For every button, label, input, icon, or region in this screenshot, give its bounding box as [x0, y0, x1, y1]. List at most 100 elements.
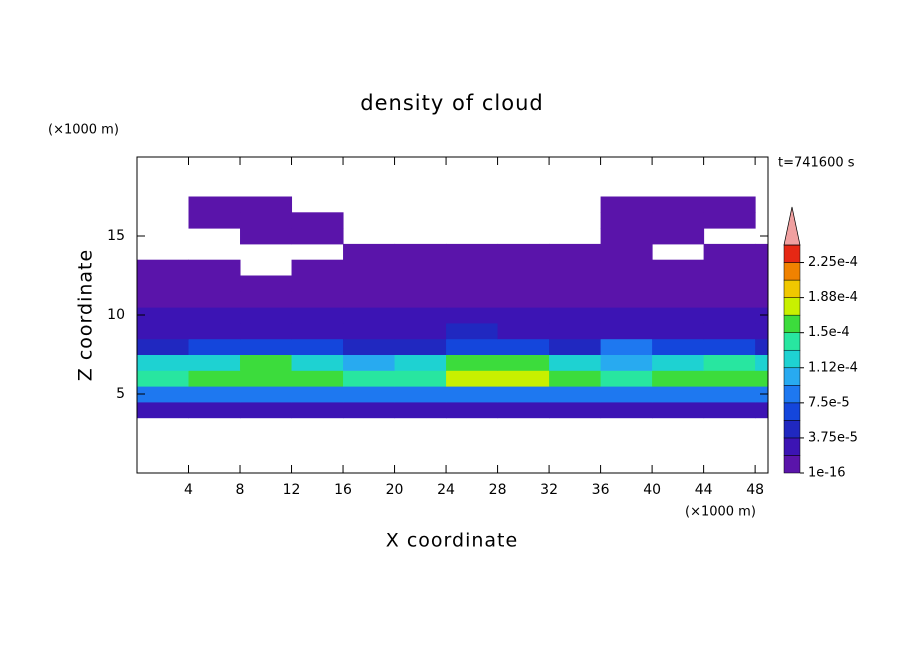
contour-cell: [446, 322, 499, 340]
y-axis-label: Z coordinate: [75, 249, 97, 381]
contour-cell: [755, 291, 769, 308]
contour-cell: [291, 228, 344, 245]
contour-cell: [291, 386, 344, 403]
contour-cell: [188, 259, 241, 276]
contour-cell: [652, 307, 705, 324]
colorbar-label: 1.88e-4: [808, 290, 858, 305]
contour-cell: [446, 291, 499, 308]
contour-cell: [394, 275, 447, 292]
x-axis-label: X coordinate: [386, 530, 518, 552]
contour-cell: [343, 354, 396, 371]
contour-cell: [446, 275, 499, 292]
contour-cell: [188, 386, 241, 403]
contour-cell: [394, 370, 447, 387]
colorbar-box: [783, 385, 801, 404]
contour-cell: [600, 212, 653, 229]
chart-title: density of cloud: [360, 91, 543, 115]
contour-cell: [755, 259, 769, 276]
contour-cell: [240, 401, 293, 419]
contour-cell: [343, 243, 396, 261]
contour-cell: [703, 259, 756, 276]
contour-cell: [497, 307, 550, 324]
contour-cell: [343, 322, 396, 340]
contour-cell: [703, 401, 756, 419]
contour-cell: [446, 401, 499, 419]
contour-cell: [343, 370, 396, 387]
contour-cell: [600, 322, 653, 340]
contour-cell: [549, 401, 602, 419]
contour-cell: [291, 354, 344, 371]
x-tick-label: 12: [283, 482, 301, 498]
contour-cell: [549, 307, 602, 324]
contour-cell: [188, 307, 241, 324]
x-tick-label: 36: [592, 482, 610, 498]
contour-cell: [600, 401, 653, 419]
x-tick-label: 28: [489, 482, 507, 498]
contour-cell: [497, 291, 550, 308]
contour-cell: [137, 338, 190, 355]
x-tick-label: 4: [184, 482, 193, 498]
contour-cell: [755, 243, 769, 261]
contour-cell: [549, 291, 602, 308]
contour-cell: [137, 354, 190, 371]
contour-cell: [755, 370, 769, 387]
colorbar-label: 7.5e-5: [808, 395, 850, 410]
contour-cell: [343, 291, 396, 308]
contour-cell: [703, 322, 756, 340]
x-tick-label: 20: [386, 482, 404, 498]
x-unit: (×1000 m): [685, 505, 756, 520]
contour-cell: [394, 259, 447, 276]
contour-cell: [703, 338, 756, 355]
contour-cell: [343, 401, 396, 419]
contour-cell: [394, 401, 447, 419]
contour-cell: [137, 275, 190, 292]
contour-cell: [652, 386, 705, 403]
contour-cell: [343, 275, 396, 292]
contour-cell: [188, 275, 241, 292]
contour-cell: [549, 259, 602, 276]
contour-cell: [343, 307, 396, 324]
time-label: t=741600 s: [778, 156, 855, 171]
x-tick-label: 16: [334, 482, 352, 498]
contour-cell: [446, 386, 499, 403]
colorbar-box: [783, 262, 801, 281]
contour-cell: [291, 401, 344, 419]
colorbar-label: 1.5e-4: [808, 325, 850, 340]
contour-cell: [497, 338, 550, 355]
contour-cell: [291, 259, 344, 276]
x-tick-label: 24: [437, 482, 455, 498]
contour-cell: [137, 307, 190, 324]
contour-cell: [240, 275, 293, 292]
contour-cell: [703, 307, 756, 324]
contour-cell: [240, 228, 293, 245]
contour-cell: [188, 291, 241, 308]
contour-cell: [652, 212, 705, 229]
contour-cell: [240, 370, 293, 387]
contour-cell: [600, 370, 653, 387]
contour-cell: [600, 307, 653, 324]
contour-cell: [446, 259, 499, 276]
colorbar-label: 1e-16: [808, 466, 846, 481]
contour-cell: [549, 386, 602, 403]
contour-cell: [240, 212, 293, 229]
colorbar-box: [783, 402, 801, 421]
contour-cell: [652, 291, 705, 308]
contour-cell: [652, 338, 705, 355]
colorbar-box: [783, 279, 801, 298]
contour-cell: [600, 243, 653, 261]
contour-cell: [652, 354, 705, 371]
contour-cell: [497, 401, 550, 419]
contour-cell: [240, 338, 293, 355]
colorbar-box: [783, 244, 801, 263]
contour-cell: [240, 307, 293, 324]
y-tick-label: 15: [107, 228, 125, 244]
contour-cell: [343, 259, 396, 276]
colorbar-box: [783, 455, 801, 474]
contour-cell: [394, 338, 447, 355]
contour-cell: [343, 338, 396, 355]
contour-cell: [394, 386, 447, 403]
contour-cell: [497, 243, 550, 261]
contour-cell: [446, 338, 499, 355]
contour-cell: [188, 196, 241, 213]
contour-cell: [652, 401, 705, 419]
